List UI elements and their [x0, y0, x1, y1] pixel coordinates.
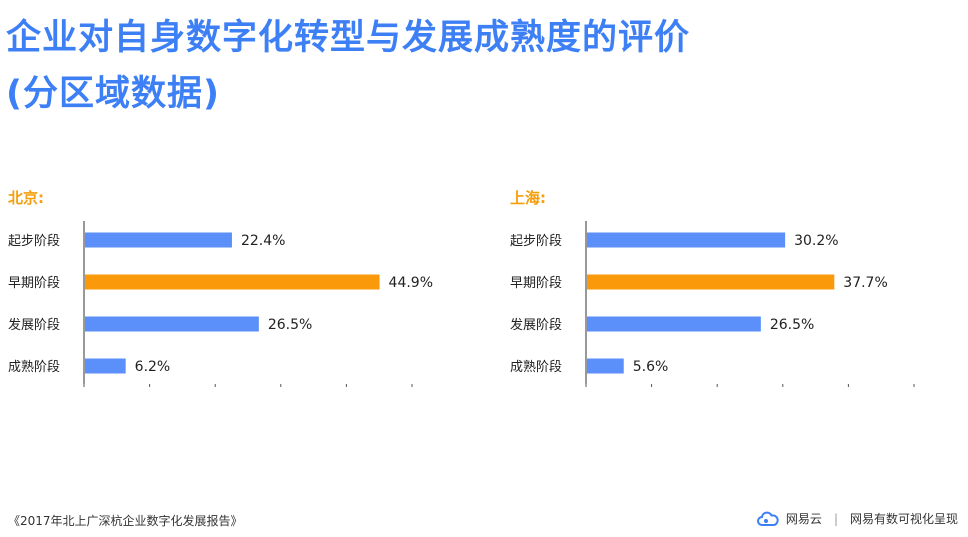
- category-label: 起步阶段: [8, 234, 60, 249]
- footer-source: 《2017年北上广深杭企业数字化发展报告》: [8, 514, 243, 528]
- bar: [85, 316, 259, 332]
- bar: [587, 316, 761, 332]
- category-label: 成熟阶段: [510, 359, 562, 375]
- brand-name: 网易云: [785, 512, 822, 526]
- bar: [587, 274, 835, 290]
- chart-title-shanghai: 上海:: [510, 189, 546, 207]
- brand-slogan: 网易有数可视化呈现: [849, 512, 958, 526]
- category-label: 起步阶段: [510, 234, 562, 249]
- data-label: 5.6%: [633, 359, 669, 375]
- category-label: 早期阶段: [510, 276, 562, 291]
- category-label: 发展阶段: [510, 317, 562, 333]
- data-label: 22.4%: [241, 233, 285, 249]
- bar: [85, 232, 232, 248]
- page-title-line1: 企业对自身数字化转型与发展成熟度的评价: [6, 18, 691, 58]
- footer-brand: 网易云 | 网易有数可视化呈现: [756, 510, 958, 527]
- bar: [587, 358, 624, 374]
- data-label: 26.5%: [268, 317, 312, 333]
- data-label: 37.7%: [843, 275, 887, 291]
- bar-chart-beijing: 起步阶段 22.4% 早期阶段 44.9% 发展阶段 26.5% 成熟阶段 6.2%: [8, 221, 433, 387]
- bar: [85, 274, 380, 290]
- category-label: 早期阶段: [8, 276, 60, 291]
- data-label: 6.2%: [135, 359, 171, 375]
- category-label: 成熟阶段: [8, 359, 60, 375]
- brand-separator: |: [833, 511, 838, 526]
- page-title-line2: (分区域数据): [6, 74, 220, 114]
- category-label: 发展阶段: [8, 317, 60, 333]
- cloud-icon: [756, 511, 779, 526]
- bar: [85, 358, 126, 374]
- bar: [587, 232, 786, 248]
- page-title: 企业对自身数字化转型与发展成熟度的评价 (分区域数据): [6, 10, 906, 122]
- data-label: 30.2%: [794, 233, 838, 249]
- data-label: 44.9%: [389, 275, 433, 291]
- chart-title-beijing: 北京:: [8, 189, 44, 207]
- bar-chart-shanghai: 起步阶段 30.2% 早期阶段 37.7% 发展阶段 26.5% 成熟阶段 5.6%: [510, 221, 915, 387]
- data-label: 26.5%: [770, 317, 814, 333]
